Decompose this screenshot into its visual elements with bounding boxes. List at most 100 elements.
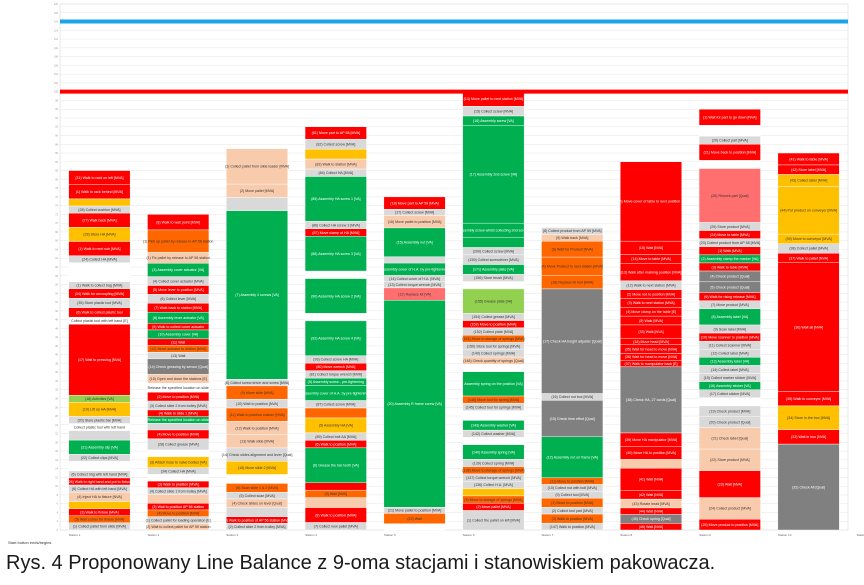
task-label: (35) Store plastic tool [MVA]: [77, 301, 121, 305]
task-label: (12) Assembly nut on frame [VA]: [546, 455, 597, 459]
task-label: (25) Store product [MVA]: [710, 225, 749, 229]
task-segment: [226, 148, 288, 185]
task-label: (10) Assembly cover [VA]: [158, 333, 198, 337]
y-tick-label: 72: [55, 213, 58, 216]
task-label: (22) Wait: [407, 517, 421, 521]
task-segment: [147, 494, 210, 504]
task-label: (22) Collect clips [MVA]: [81, 456, 118, 460]
task-label: (26) Walk to right hand and put to fixtu…: [67, 480, 131, 484]
task-label: (8) Assembly lever actuator [VA]: [153, 316, 204, 320]
task-label: (2) Collect tool part [MVA]: [552, 509, 593, 513]
y-tick-label: 100: [54, 91, 59, 94]
task-label: (4) Inject HA to fixture [NVA]: [77, 495, 122, 499]
task-label: (41) Wait [NVA]: [639, 478, 664, 482]
task-segment: [304, 482, 367, 491]
task-label: Assembly screw whilst collecting 2nd scr…: [459, 229, 529, 233]
y-tick-label: 70: [55, 222, 58, 225]
task-label: (90) Assembly HA screw 2 [VA]: [311, 294, 360, 298]
task-label: (23) Collect product from AP 58 [MVA]: [700, 241, 761, 245]
task-label: (83) Walk to station [MVA]: [315, 162, 356, 166]
task-label: (15) Assembly nut [VA]: [396, 241, 432, 245]
task-label: (1) Pick up pallet by release to AP 56 s…: [143, 239, 213, 243]
task-label: (4) Walk to slide 1 [MVA]: [159, 412, 198, 416]
task-label: (81) Collect torque wrench [MVA]: [309, 373, 362, 377]
task-segment: [226, 197, 288, 211]
task-label: (16) Move cover of table to next positio…: [616, 200, 685, 204]
task-segment: [462, 237, 525, 248]
task-label: (6) Walk to collect plastic tool: [76, 311, 123, 315]
task-label: (27) Walk back [MVA]: [82, 218, 116, 222]
task-segment: [462, 364, 525, 372]
task-label: (7) Walk back to station [MVA]: [154, 306, 202, 310]
task-segment: [226, 474, 288, 484]
task-label: (41) Walk to table [MVA]: [789, 157, 828, 161]
task-segment: [462, 410, 525, 421]
task-label: (19) Lift up HA [MVA]: [83, 408, 117, 412]
task-label: (14) Collect cover of H.A. [MVA]: [389, 277, 440, 281]
task-label: (28) Collect cushion [MVA]: [78, 208, 120, 212]
task-label: (21) Move pallet to position [MVA]: [388, 509, 442, 513]
task-label: (11) Wait: [171, 340, 185, 344]
station-bar: (1) Wait for part to go down [NVA] (20) C…: [698, 108, 761, 531]
task-label: (85) Assembly HA screw 1 [VA]: [311, 197, 360, 201]
task-segment: [68, 324, 131, 396]
y-tick-label: 20: [55, 441, 58, 444]
task-segment: [462, 437, 525, 445]
task-label: (45) Check spring [Qual]: [632, 517, 671, 521]
task-label: (33) Walk [NVA]: [638, 330, 663, 334]
task-label: (12) Replace kit [VA]: [398, 292, 431, 296]
task-label: (43) Rotate head [MVA]: [632, 502, 670, 506]
task-label: (142) Collect washer [MVA]: [472, 432, 515, 436]
y-tick-label: 2: [57, 520, 59, 523]
task-label: (146) Move tool for spring [MVA]: [468, 398, 519, 402]
x-axis-labels: Station 1 Station 2 Station 3 Station 4 Stat…: [69, 533, 864, 537]
task-label: (4) Check product [Qual]: [710, 275, 749, 279]
task-label: (84) Collect HA [MVA]: [318, 171, 353, 175]
station-bar: (14) Move pallet to next station [MVA] (1…: [459, 91, 529, 531]
x-tick-label: Station 2: [147, 533, 159, 537]
y-tick-label: 56: [55, 284, 58, 287]
task-label: (6) Scan slide 1 & 2 [MVA]: [236, 486, 278, 490]
task-segment: [304, 522, 367, 531]
y-tick-label: 22: [55, 433, 58, 436]
y-tick-label: 28: [55, 406, 58, 409]
task-label: (5) Check product [Qual]: [710, 285, 749, 289]
y-tick-label: 104: [54, 73, 59, 76]
task-segment: [147, 523, 210, 531]
y-tick-label: 80: [55, 178, 58, 181]
task-label: (16) Assembly sticker [VA]: [709, 384, 751, 388]
task-segment: [698, 168, 761, 223]
task-label: (4) Collect slide 1 from trolley [MVA]: [150, 489, 207, 493]
task-label: (5) Wait corner for fixture [NVA]: [75, 518, 125, 522]
task-label: (15) Move slide 2 [MVA]: [238, 466, 276, 470]
task-label: (140) Assembly spring [VA]: [472, 450, 515, 454]
y-tick-label: 64: [55, 248, 58, 251]
task-label: (6) Collect ring with left hand [MVA]: [71, 473, 127, 477]
station-bar: (18) Move part to AP 59 [MVA] (17) Collec…: [382, 196, 447, 531]
x-tick-label: Station 9: [699, 533, 711, 537]
task-label: (82) Collect screw [MVA]: [316, 142, 355, 146]
task-label: (92) Assembly HA screw 4 [VA]: [311, 337, 360, 341]
task-label: (19) Check product [MVA]: [709, 410, 750, 414]
task-label: (34) Move head [MVA]: [633, 340, 669, 344]
y-tick-label: 48: [55, 319, 58, 322]
y-tick-label: 86: [55, 152, 58, 155]
task-label: (24) Collect product [MVA]: [709, 507, 751, 511]
task-label: (1) Walk to collect bag [MVA]: [76, 284, 122, 288]
y-tick-label: 44: [55, 336, 58, 339]
y-tick-label: 4: [57, 511, 59, 514]
x-tick-label: Station 7: [541, 533, 553, 537]
y-tick-label: 112: [54, 38, 59, 41]
task-label: (155) Grease plate [VA]: [475, 299, 513, 303]
task-label: (2) Assembly clamp the marker [VA]: [701, 257, 758, 261]
task-label: (14) Move to table [MVA]: [631, 257, 670, 261]
task-label: (7) Move product [MVA]: [711, 303, 749, 307]
task-label: (9) Move slide [MVA]: [240, 391, 273, 395]
task-segment: [698, 160, 761, 169]
task-label: (1) Collect pallet from slide [MVA]: [73, 525, 126, 529]
task-segment: [304, 320, 367, 356]
task-segment: [620, 523, 682, 531]
task-label: (5) Collect scan [MVA]: [239, 494, 274, 498]
task-label: (8) Collect screw driver and screw [MVA]: [225, 381, 290, 385]
footer-left-label: Start button ends/begins: [8, 540, 51, 545]
